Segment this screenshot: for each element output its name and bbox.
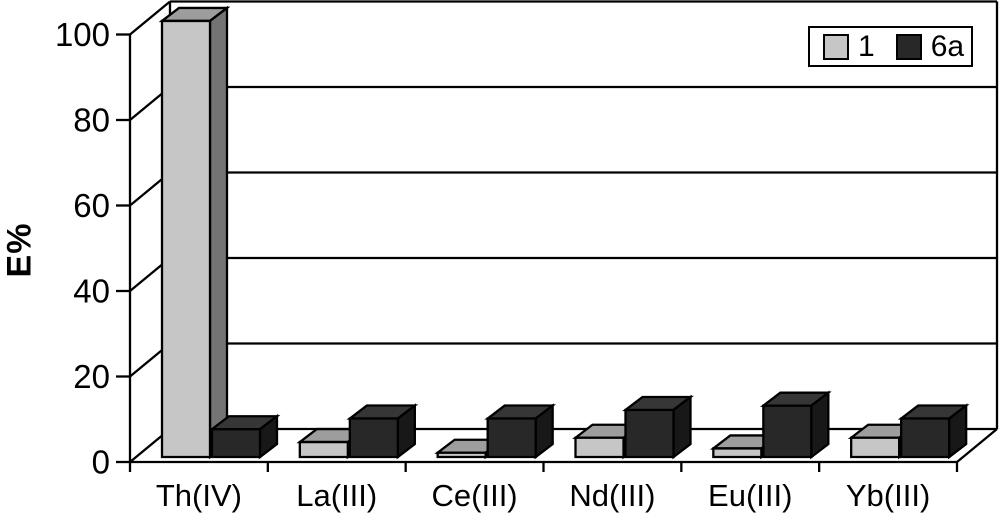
y-tick-label-20: 20 xyxy=(73,358,110,395)
bar-1-La(III)-front xyxy=(298,440,349,459)
y-tick-label-100: 100 xyxy=(55,16,110,53)
legend-label-series-1: 1 xyxy=(858,29,875,63)
bar-6a-Eu(III)-front xyxy=(762,404,813,459)
bar-1-Th(IV)-side xyxy=(208,5,229,460)
legend-swatch-series-6a xyxy=(895,33,922,60)
bar-6a-Ce(III)-front xyxy=(486,417,537,459)
category-label-Ce(III): Ce(III) xyxy=(432,478,518,513)
category-label-Th(IV): Th(IV) xyxy=(156,478,242,513)
legend-swatch-series-1 xyxy=(823,33,849,60)
legend-label-series-6a: 6a xyxy=(930,29,965,63)
legend: 1 6a xyxy=(808,26,973,67)
y-tick-label-40: 40 xyxy=(73,273,110,310)
bar-1-Th(IV)-front xyxy=(160,19,212,459)
category-label-Eu(III): Eu(III) xyxy=(708,478,792,513)
y-tick-label-0: 0 xyxy=(92,444,110,481)
bar-6a-Eu(III)-side xyxy=(810,390,830,460)
category-label-La(III): La(III) xyxy=(296,478,377,513)
category-label-Nd(III): Nd(III) xyxy=(569,478,655,513)
bar-6a-Th(IV)-front xyxy=(210,428,262,459)
bar-6a-La(III)-front xyxy=(348,417,399,459)
bar-1-Nd(III)-front xyxy=(574,436,625,459)
y-tick-label-60: 60 xyxy=(73,187,110,224)
bar-6a-Yb(III)-front xyxy=(900,417,951,459)
category-label-Yb(III): Yb(III) xyxy=(846,478,930,513)
floor-right-edge xyxy=(956,428,998,463)
bar-1-Ce(III)-front xyxy=(436,451,487,459)
bar-1-Eu(III)-front xyxy=(712,447,763,459)
bar-1-Yb(III)-front xyxy=(850,436,901,459)
y-tick-label-80: 80 xyxy=(73,102,110,139)
tick-connector-100 xyxy=(129,0,171,36)
y-axis-label: E% xyxy=(0,222,39,278)
bar-6a-Nd(III)-front xyxy=(624,408,675,459)
